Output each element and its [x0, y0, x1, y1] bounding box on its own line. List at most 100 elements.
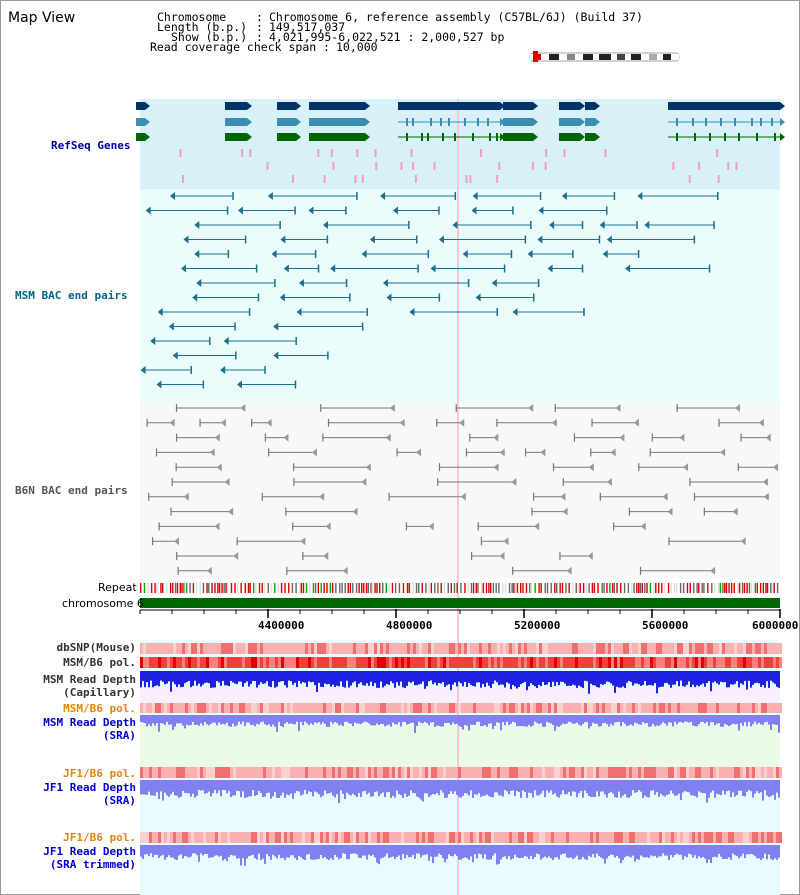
heat-cell	[761, 643, 764, 654]
repeat-element	[504, 583, 507, 593]
repeat-element	[488, 583, 490, 593]
depth-bar	[754, 671, 756, 684]
depth-bar	[728, 780, 730, 791]
gene-block	[559, 118, 580, 126]
gene-exon	[692, 118, 694, 126]
depth-bar	[694, 671, 696, 688]
heat-cell	[143, 703, 146, 713]
depth-bar	[350, 671, 352, 686]
heat-cell	[461, 643, 464, 654]
heat-cell	[434, 767, 437, 778]
depth-bar	[264, 671, 266, 684]
depth-bar	[148, 780, 150, 792]
depth-bar	[542, 845, 544, 858]
heat-cell	[749, 643, 752, 654]
depth-bar	[480, 780, 482, 797]
gene-strand-arrow	[145, 133, 150, 141]
heat-cell	[539, 703, 542, 713]
heat-cell	[494, 703, 497, 713]
depth-bar	[596, 780, 598, 792]
depth-bar	[574, 845, 576, 858]
depth-bar	[510, 671, 512, 690]
depth-bar	[482, 671, 484, 684]
depth-bar	[592, 780, 594, 797]
heat-cell	[725, 832, 728, 843]
heat-cell	[668, 703, 671, 713]
depth-bar	[172, 780, 174, 792]
depth-bar	[300, 671, 302, 684]
depth-bar	[516, 671, 518, 689]
heat-cell	[713, 767, 716, 778]
depth-bar	[280, 715, 282, 727]
heat-cell	[356, 767, 359, 778]
depth-bar	[316, 671, 318, 693]
depth-bar	[346, 845, 348, 860]
heat-cell	[242, 767, 245, 778]
depth-bar	[262, 715, 264, 722]
depth-bar	[588, 845, 590, 856]
heat-cell	[467, 657, 470, 668]
depth-bar	[638, 780, 640, 791]
depth-bar	[496, 845, 498, 865]
heat-cell	[773, 643, 776, 654]
b6n-bac-end	[266, 418, 272, 427]
repeat-element	[492, 583, 495, 593]
heat-cell	[620, 657, 623, 668]
depth-bar	[356, 780, 358, 798]
heat-cell	[407, 657, 410, 668]
depth-bar	[478, 715, 480, 722]
depth-bar	[314, 845, 316, 860]
heat-cell	[380, 657, 383, 668]
depth-bar	[168, 671, 170, 682]
depth-bar	[624, 715, 626, 724]
heat-cell	[158, 767, 161, 778]
depth-bar	[498, 780, 500, 796]
depth-bar	[534, 715, 536, 722]
heat-cell	[215, 703, 218, 713]
depth-bar	[214, 780, 216, 790]
msm-bac-end	[530, 221, 532, 229]
msm-bac-end	[572, 250, 574, 258]
depth-bar	[438, 845, 440, 854]
depth-bar	[504, 715, 506, 726]
heat-cell	[602, 767, 605, 778]
depth-bar	[228, 715, 230, 727]
b6n-bac-end	[236, 537, 238, 546]
heat-cell	[224, 703, 227, 713]
depth-bar	[476, 715, 478, 722]
heat-cell	[146, 703, 149, 713]
depth-bar	[336, 780, 338, 795]
heat-cell	[284, 832, 287, 843]
repeat-element	[267, 583, 269, 593]
depth-bar	[144, 780, 146, 795]
depth-bar	[296, 715, 298, 722]
depth-bar	[258, 715, 260, 725]
heat-cell	[539, 657, 542, 668]
depth-bar	[588, 780, 590, 796]
depth-bar	[644, 780, 646, 796]
heat-cell	[722, 767, 725, 778]
depth-bar	[620, 780, 622, 798]
depth-bar	[522, 845, 524, 858]
gene-exon	[464, 118, 466, 126]
depth-bar	[386, 845, 388, 854]
depth-bar	[242, 671, 244, 687]
depth-bar	[752, 671, 754, 685]
heat-cell	[638, 767, 641, 778]
depth-bar	[700, 715, 702, 722]
depth-bar	[462, 715, 464, 730]
depth-bar	[756, 671, 758, 683]
refseq-marker	[688, 175, 691, 183]
depth-bar	[544, 671, 546, 686]
heat-cell	[551, 643, 554, 654]
heat-cell	[503, 657, 506, 668]
heat-cell	[560, 767, 563, 778]
repeat-element	[686, 583, 689, 593]
msm-bac-end	[581, 264, 584, 273]
repeat-element	[344, 583, 346, 593]
depth-bar	[292, 845, 294, 856]
heat-cell	[587, 832, 590, 843]
depth-bar	[766, 671, 768, 682]
depth-bar	[650, 715, 652, 727]
